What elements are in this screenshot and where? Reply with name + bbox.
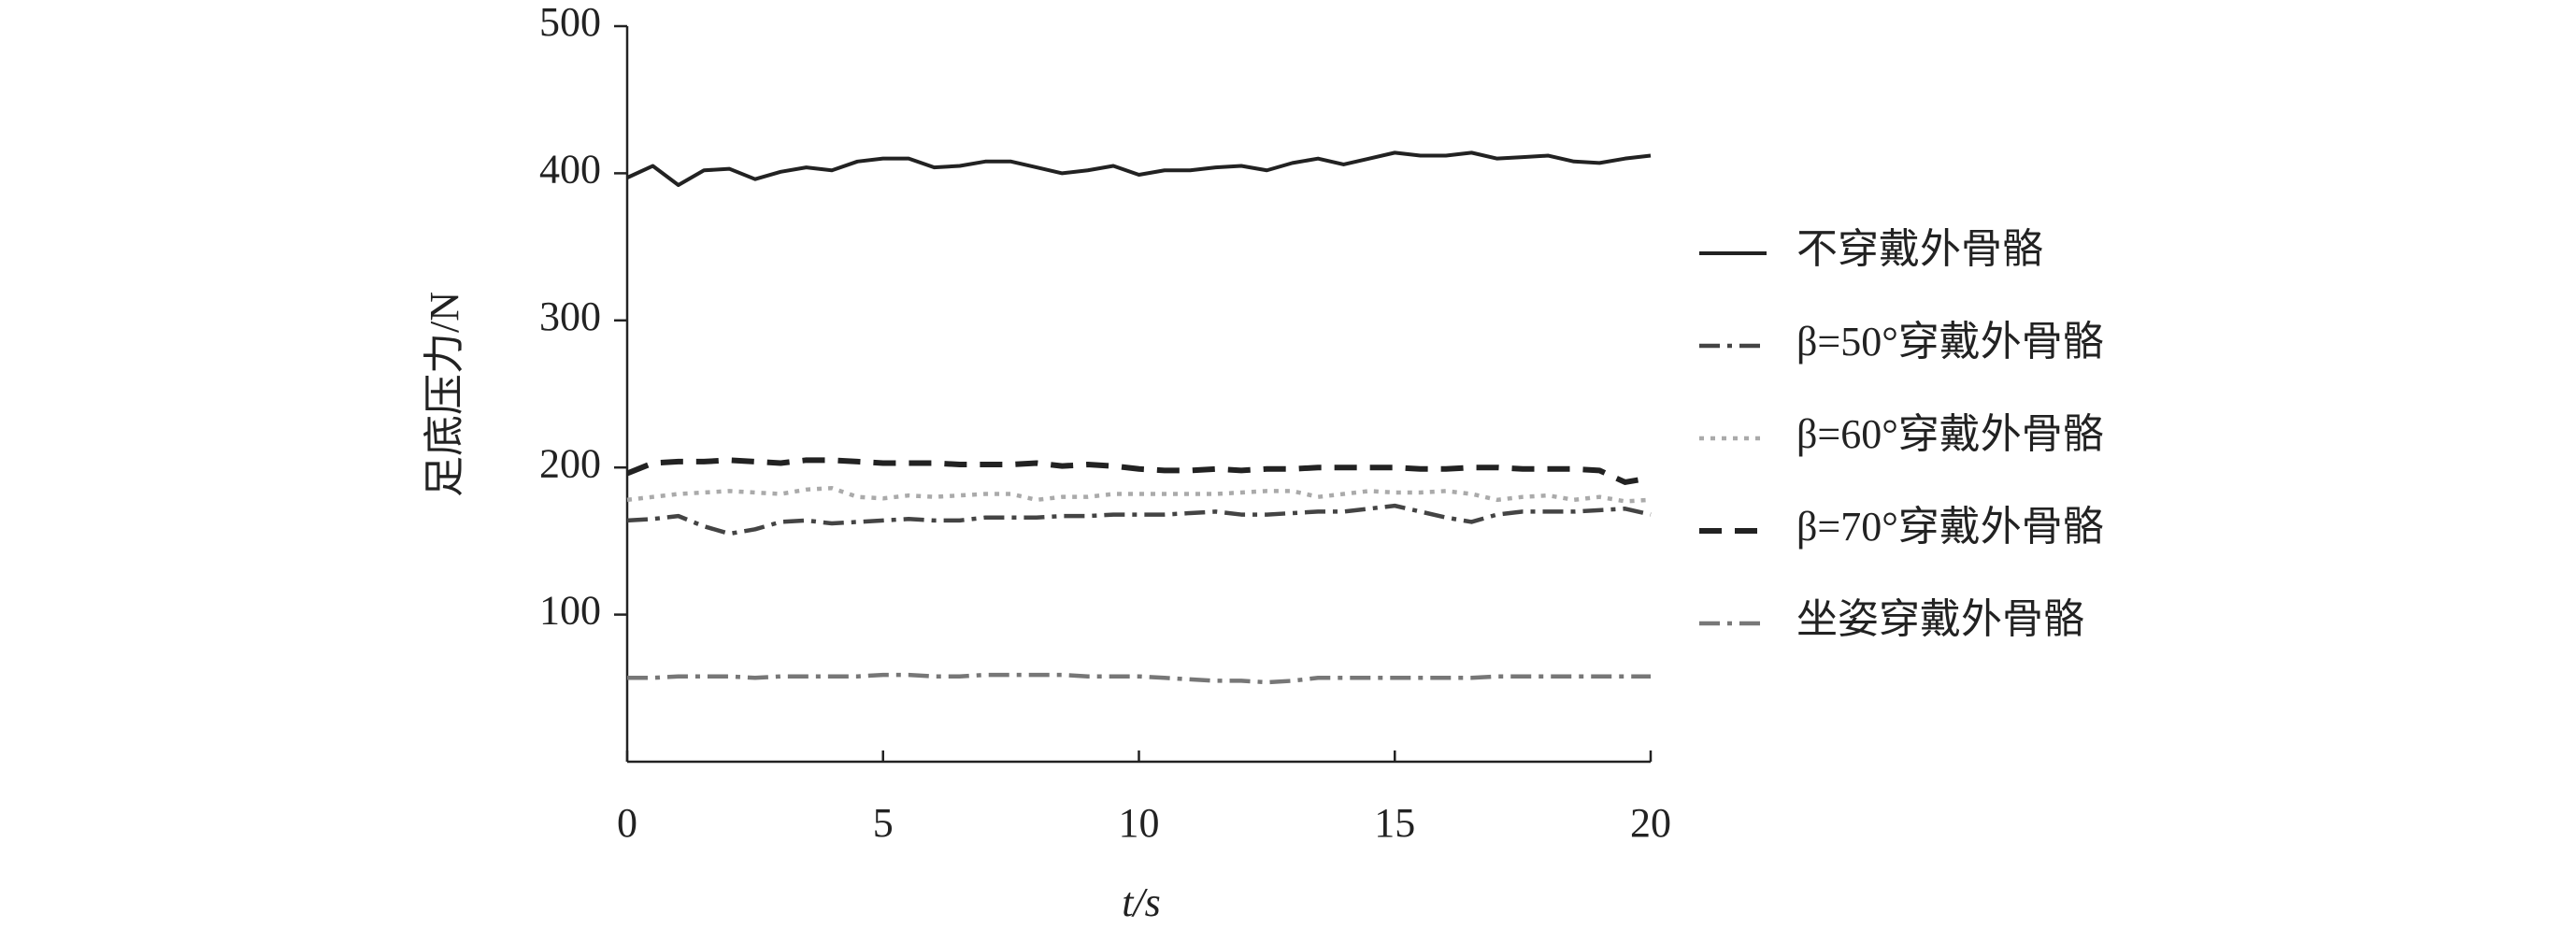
- x-tick-label: 10: [1119, 800, 1160, 846]
- x-tick-label: 5: [873, 800, 894, 846]
- y-axis-label: 足底压力/N: [422, 292, 467, 497]
- y-tick-label: 300: [539, 293, 601, 339]
- data-line: [626, 503, 1652, 536]
- y-tick-label: 400: [539, 146, 601, 192]
- data-line: [626, 150, 1652, 187]
- y-tick-label: 100: [539, 588, 601, 634]
- y-tick-label: 200: [539, 440, 601, 486]
- legend-label: β=50°穿戴外骨骼: [1796, 319, 2104, 364]
- legend-label: β=70°穿戴外骨骼: [1796, 504, 2104, 550]
- x-tick-label: 0: [617, 800, 637, 846]
- x-tick-label: 20: [1630, 800, 1671, 846]
- data-line: [627, 672, 1651, 685]
- y-tick-label: 500: [539, 0, 601, 45]
- data-line: [626, 485, 1652, 504]
- x-tick-label: 15: [1374, 800, 1415, 846]
- legend-label: β=60°穿戴外骨骼: [1796, 411, 2104, 457]
- x-axis-label: t/s: [1122, 879, 1161, 925]
- legend-label: 不穿戴外骨骼: [1796, 226, 2043, 272]
- legend-label: 坐姿穿戴外骨骼: [1796, 596, 2084, 642]
- data-line: [625, 457, 1652, 485]
